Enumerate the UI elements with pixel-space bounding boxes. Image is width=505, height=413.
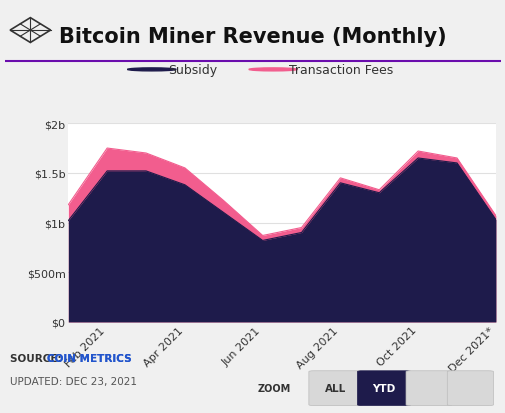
FancyBboxPatch shape xyxy=(405,371,451,406)
Text: UPDATED: DEC 23, 2021: UPDATED: DEC 23, 2021 xyxy=(10,376,137,386)
Text: Subsidy: Subsidy xyxy=(168,64,217,77)
Text: Bitcoin Miner Revenue (Monthly): Bitcoin Miner Revenue (Monthly) xyxy=(59,27,446,47)
Circle shape xyxy=(248,69,297,72)
Text: Transaction Fees: Transaction Fees xyxy=(289,64,393,77)
Text: SOURCE:: SOURCE: xyxy=(10,353,65,363)
FancyBboxPatch shape xyxy=(308,371,362,406)
Circle shape xyxy=(127,69,176,72)
Text: COIN METRICS: COIN METRICS xyxy=(46,353,131,363)
Text: ZOOM: ZOOM xyxy=(258,383,290,393)
Text: YTD: YTD xyxy=(372,383,395,393)
Text: COIN METRICS: COIN METRICS xyxy=(46,353,131,363)
Text: ALL: ALL xyxy=(324,383,345,393)
FancyBboxPatch shape xyxy=(446,371,492,406)
FancyBboxPatch shape xyxy=(357,371,410,406)
